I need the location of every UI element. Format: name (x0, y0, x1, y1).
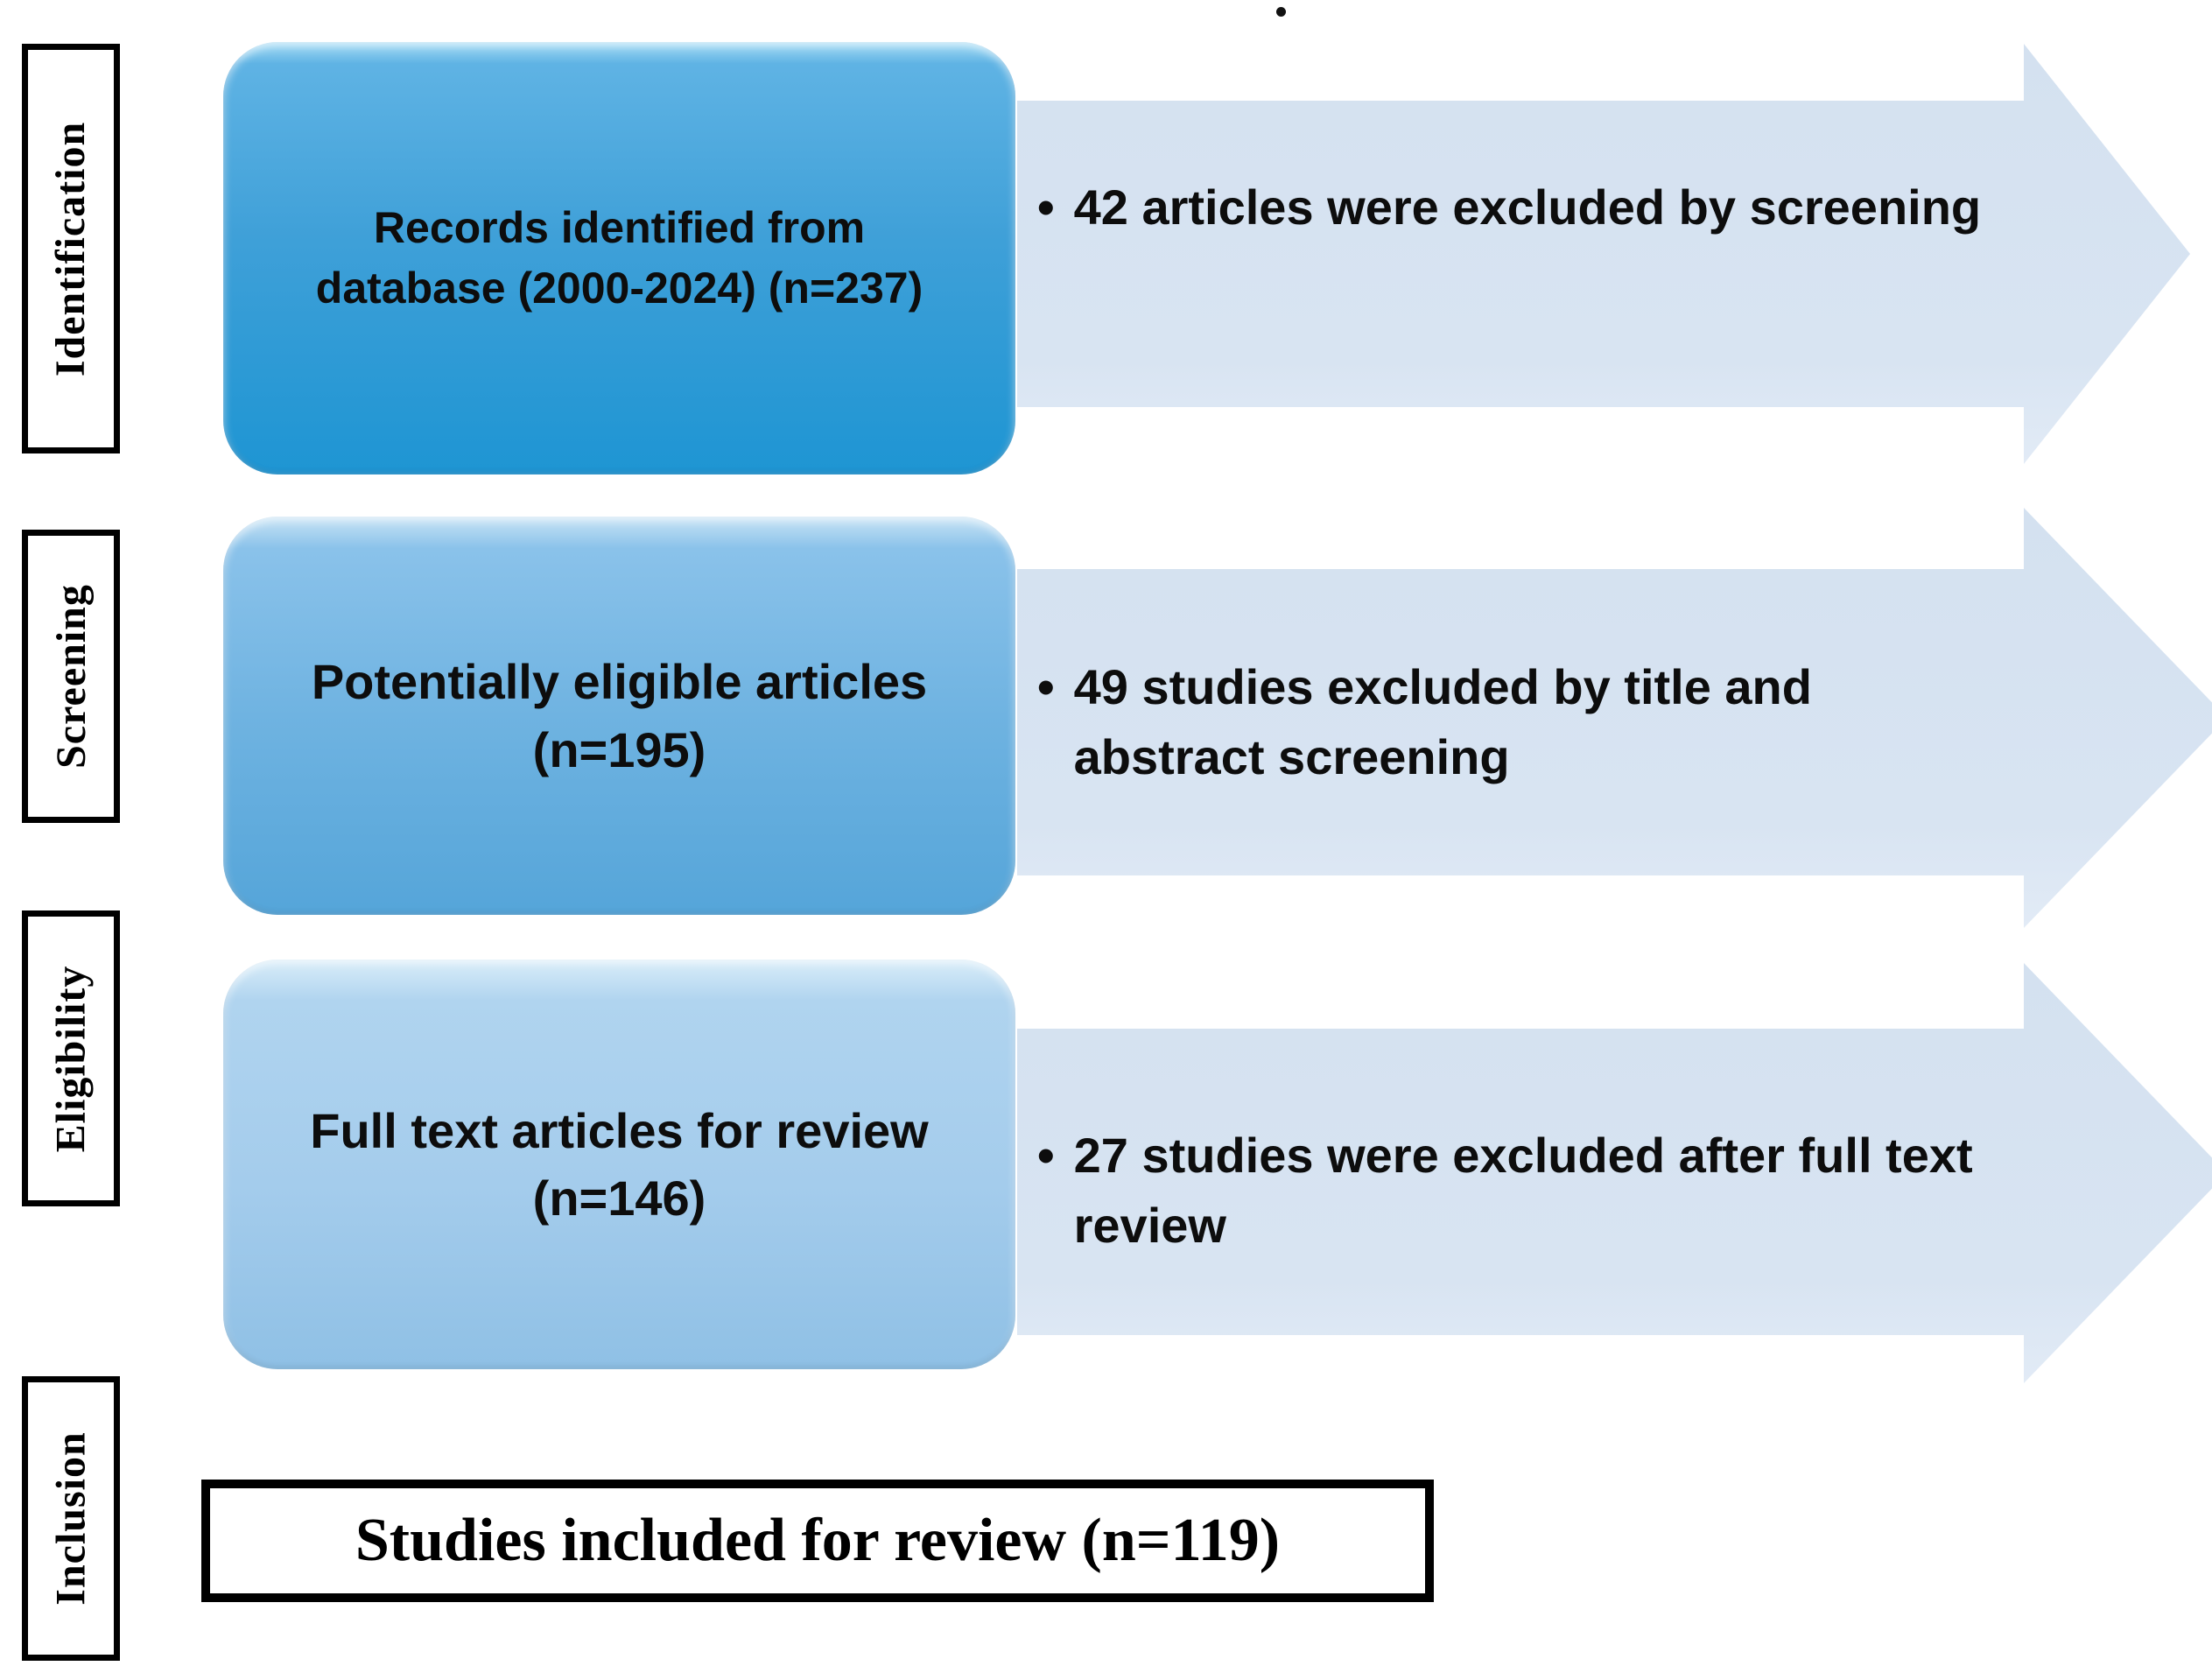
bullet-icon: • (1037, 1128, 1055, 1183)
bullet-line1: 49 studies excluded by title and (1073, 659, 1812, 714)
stage-label-inclusion: Inclusion (22, 1376, 120, 1661)
exclusion-note-screening: • 49 studies excluded by title and abstr… (1037, 652, 2096, 792)
bullet-line2: review (1073, 1198, 1226, 1254)
potentially-eligible-box: Potentially eligible articles (n=195) (223, 517, 1015, 915)
bullet-line1: 27 studies were excluded after full text (1073, 1128, 1973, 1183)
stage-label-screening: Screening (22, 530, 120, 823)
bullet-icon: • (1037, 659, 1055, 714)
exclusion-arrow-eligibility (1017, 963, 2212, 1383)
box-text-line1: Records identified from (373, 203, 866, 252)
bullet-line1: 42 articles were excluded by screening (1073, 179, 1982, 235)
stage-label-text: Eligibility (47, 965, 95, 1152)
box-text-line1: Potentially eligible articles (311, 654, 928, 710)
box-text-line1: Full text articles for review (310, 1102, 929, 1158)
studies-included-box: Studies included for review (n=119) (201, 1480, 1434, 1602)
box-text-line2: database (2000-2024) (n=237) (315, 264, 923, 313)
exclusion-note-eligibility: • 27 studies were excluded after full te… (1037, 1121, 2175, 1261)
exclusion-arrow-screening (1017, 508, 2212, 928)
stage-label-text: Screening (47, 584, 95, 769)
exclusion-arrow-identification (1017, 44, 2190, 464)
studies-included-text: Studies included for review (n=119) (355, 1507, 1281, 1574)
stage-label-text: Inclusion (47, 1431, 95, 1606)
stage-label-eligibility: Eligibility (22, 910, 120, 1206)
stage-label-identification: Identification (22, 44, 120, 453)
full-text-review-box: Full text articles for review (n=146) (223, 960, 1015, 1369)
stray-period-dot (1276, 7, 1286, 17)
box-text-line2: (n=146) (532, 1170, 706, 1226)
bullet-line2: abstract screening (1073, 729, 1510, 785)
stage-label-text: Identification (47, 121, 95, 376)
bullet-icon: • (1037, 179, 1055, 235)
box-text-line2: (n=195) (532, 721, 706, 777)
records-identified-box: Records identified from database (2000-2… (223, 42, 1015, 474)
exclusion-note-identification: • 42 articles were excluded by screening (1037, 172, 2149, 243)
